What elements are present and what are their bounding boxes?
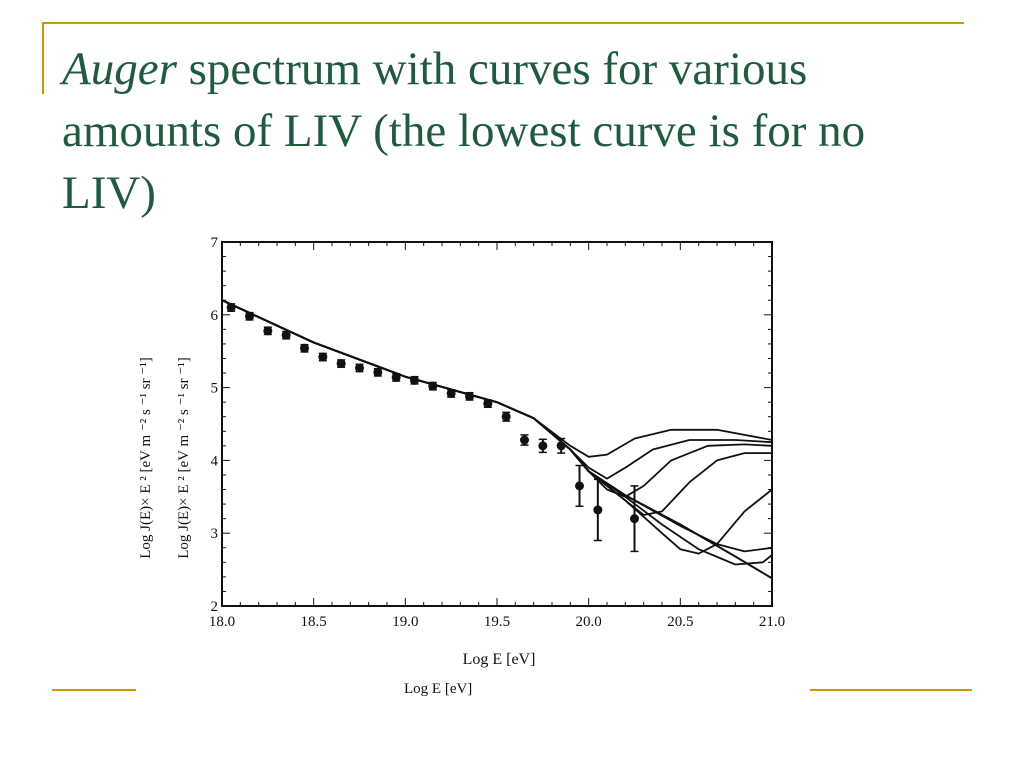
data-point <box>281 330 291 340</box>
x-tick-label: 21.0 <box>759 614 785 630</box>
footer-line-right <box>810 689 972 691</box>
data-point <box>556 441 566 451</box>
liv-curve-5 <box>221 299 773 498</box>
slide-title-rest: spectrum with curves for various amounts… <box>62 43 866 219</box>
data-point <box>391 372 401 382</box>
data-point <box>428 381 438 391</box>
x-tick-label: 18.0 <box>209 614 235 630</box>
liv-curve-6 <box>221 299 773 480</box>
y-tick-label: 6 <box>211 308 219 324</box>
y-axis-label-inner: Log J(E)× E ² [eV m ⁻² s ⁻¹ sr ⁻¹] <box>176 357 192 559</box>
y-axis-label-outer: Log J(E)× E ² [eV m ⁻² s ⁻¹ sr ⁻¹] <box>138 357 154 559</box>
x-tick-label: 18.5 <box>301 614 327 630</box>
data-point <box>520 435 529 445</box>
liv-curve-4 <box>221 299 772 516</box>
data-point <box>410 375 419 385</box>
x-tick-label: 19.0 <box>392 614 418 630</box>
y-tick-label: 3 <box>211 526 219 542</box>
data-point <box>318 352 328 362</box>
y-tick-label: 7 <box>211 235 219 251</box>
data-point <box>300 343 309 353</box>
slide-frame-top-line <box>42 22 964 24</box>
data-point <box>226 303 236 313</box>
slide-title: Auger spectrum with curves for various a… <box>62 38 962 224</box>
data-point <box>630 514 639 524</box>
data-point <box>538 441 548 451</box>
data-point <box>575 481 584 491</box>
data-point <box>501 412 511 422</box>
chart: 18.0 18.5 19.0 19.5 20.0 20.5 21.0 2 3 4 5 6 7 Log E… <box>138 235 785 668</box>
y-tick-label: 5 <box>211 381 219 397</box>
data-point <box>483 399 493 409</box>
slide-frame-left-line <box>42 22 44 94</box>
data-point <box>465 391 474 401</box>
data-point <box>373 367 383 377</box>
x-tick-label: 19.5 <box>484 614 510 630</box>
x-tick-label: 20.5 <box>667 614 693 630</box>
x-axis-label: Log E [eV] <box>463 651 536 668</box>
data-point <box>355 363 364 373</box>
liv-curve-7 <box>221 299 773 458</box>
footer-line-left <box>52 689 136 691</box>
liv-curve-2 <box>221 299 773 566</box>
plot-layer: 18.0 18.5 19.0 19.5 20.0 20.5 21.0 2 3 4 5 6 7 <box>209 235 785 630</box>
data-point <box>593 505 603 515</box>
data-point <box>263 326 273 336</box>
slide-title-italic: Auger <box>62 43 177 95</box>
figure-caption: Log E [eV] <box>404 681 473 697</box>
data-point <box>245 311 254 321</box>
x-tick-label: 20.0 <box>576 614 602 630</box>
y-tick-label: 4 <box>211 453 219 469</box>
data-point <box>446 388 456 398</box>
data-point <box>336 359 346 369</box>
y-tick-label: 2 <box>211 599 219 615</box>
